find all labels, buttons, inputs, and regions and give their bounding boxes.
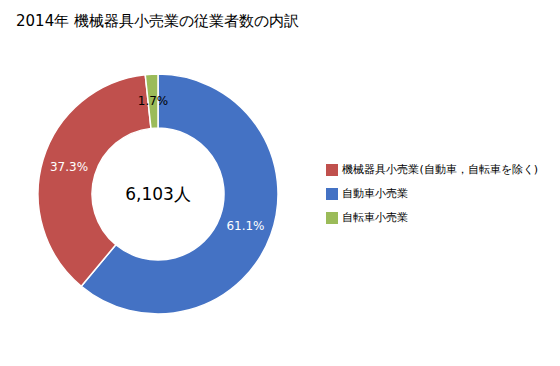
html-text:自転車小売業: 自転車小売業	[342, 211, 409, 224]
html-text:自動車小売業: 自動車小売業	[342, 187, 409, 200]
html-text:2014年 機械器具小売業の従業者数の内訳: 2014年 機械器具小売業の従業者数の内訳	[16, 12, 299, 30]
html-text:6,103人: 6,103人	[125, 184, 191, 204]
svg-text:61.1%: 61.1%	[226, 219, 264, 233]
svg-text:37.3%: 37.3%	[50, 160, 88, 174]
svg-text:1.7%: 1.7%	[138, 94, 169, 108]
html-text:機械器具小売業(自動車，自転車を除く): 機械器具小売業(自動車，自転車を除く)	[342, 163, 538, 176]
